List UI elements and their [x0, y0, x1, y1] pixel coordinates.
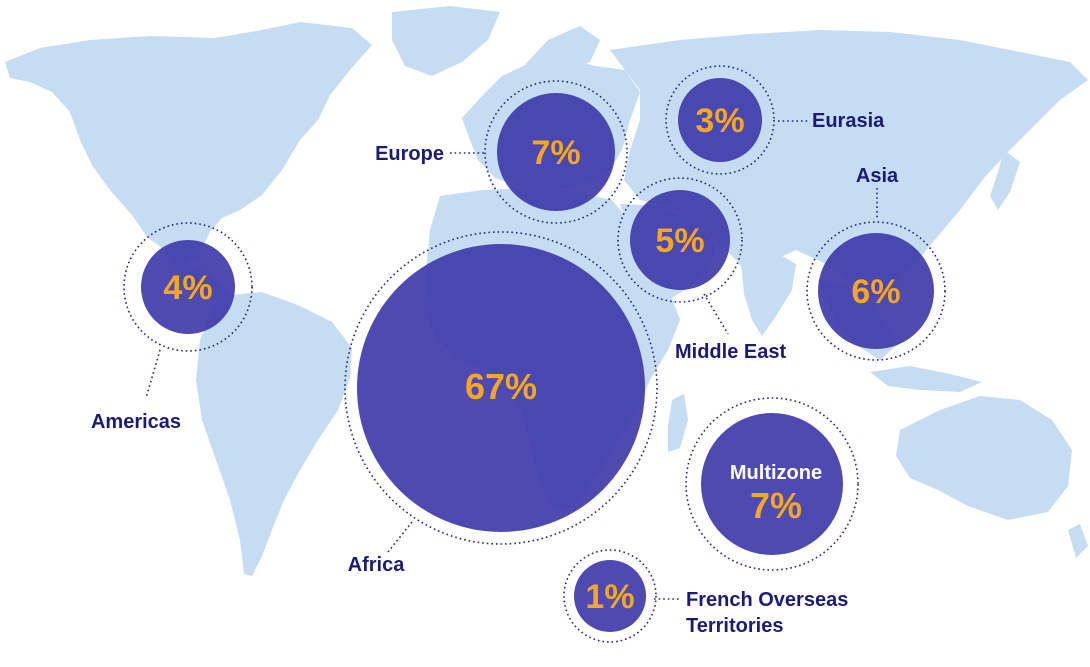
ring-asia [806, 221, 946, 361]
ring-multizone [685, 397, 859, 571]
percent-multizone: 7% [750, 485, 802, 526]
bubble-africa[interactable] [357, 244, 645, 532]
label-asia: Asia [856, 165, 899, 187]
land-japan [990, 150, 1020, 210]
bubble-eurasia[interactable] [678, 78, 762, 162]
ring-africa [344, 231, 658, 545]
label-multizone: Multizone [730, 462, 822, 484]
ring-europe [484, 80, 628, 224]
label-eurasia: Eurasia [812, 110, 885, 132]
percent-europe: 7% [531, 134, 580, 172]
label-africa: Africa [348, 554, 406, 576]
label-french-overseas-line2: Territories [686, 615, 783, 637]
percent-eurasia: 3% [695, 102, 744, 140]
leader-africa [387, 521, 413, 553]
leader-middle-east [703, 293, 729, 335]
land-scandinavia [520, 26, 600, 80]
land-greenland [392, 6, 500, 76]
percent-africa: 67% [465, 366, 537, 407]
percent-asia: 6% [851, 273, 900, 311]
percent-french-overseas: 1% [585, 578, 634, 616]
percent-middle-east: 5% [655, 222, 704, 260]
land-madagascar [668, 394, 688, 452]
percent-americas: 4% [163, 269, 212, 307]
ring-middle-east [617, 177, 743, 303]
bubble-french-overseas[interactable] [574, 560, 646, 632]
region-bubbles: 67% 7% 3% 5% 6% 4% Multizone 7% 1% [123, 65, 946, 643]
label-french-overseas-line1: French Overseas [686, 589, 848, 611]
label-middle-east: Middle East [675, 341, 786, 363]
bubble-europe[interactable] [497, 93, 615, 211]
land-australia [896, 396, 1072, 520]
bubble-multizone[interactable] [701, 413, 843, 555]
bubble-middle-east[interactable] [630, 190, 730, 290]
label-americas: Americas [91, 411, 181, 433]
bubble-asia[interactable] [818, 233, 934, 349]
ring-french-overseas [563, 549, 657, 643]
land-india [740, 250, 796, 336]
land-north-america [5, 22, 372, 262]
land-south-america [196, 292, 352, 576]
land-indonesia [870, 366, 982, 392]
leader-americas [145, 349, 161, 399]
region-labels: Europe Eurasia Asia Middle East Americas… [91, 110, 899, 637]
ring-americas [123, 222, 253, 352]
ring-eurasia [665, 65, 775, 175]
leader-lines [145, 120, 878, 600]
bubble-americas[interactable] [141, 240, 235, 334]
label-europe: Europe [375, 143, 444, 165]
land-new-zealand [1068, 524, 1088, 558]
